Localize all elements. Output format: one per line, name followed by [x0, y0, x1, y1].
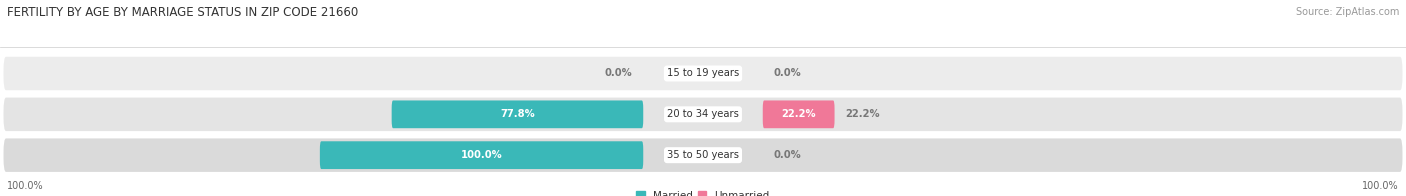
Text: 0.0%: 0.0% [773, 68, 801, 79]
Legend: Married, Unmarried: Married, Unmarried [636, 191, 770, 196]
Text: 15 to 19 years: 15 to 19 years [666, 68, 740, 79]
Text: 0.0%: 0.0% [773, 150, 801, 160]
Text: FERTILITY BY AGE BY MARRIAGE STATUS IN ZIP CODE 21660: FERTILITY BY AGE BY MARRIAGE STATUS IN Z… [7, 6, 359, 19]
Text: 100.0%: 100.0% [1362, 181, 1399, 191]
Text: 20 to 34 years: 20 to 34 years [666, 109, 740, 119]
FancyBboxPatch shape [3, 57, 1403, 90]
Text: Source: ZipAtlas.com: Source: ZipAtlas.com [1295, 7, 1399, 17]
FancyBboxPatch shape [321, 141, 644, 169]
Text: 22.2%: 22.2% [782, 109, 815, 119]
Text: 35 to 50 years: 35 to 50 years [666, 150, 740, 160]
FancyBboxPatch shape [762, 101, 835, 128]
Text: 0.0%: 0.0% [605, 68, 633, 79]
FancyBboxPatch shape [3, 98, 1403, 131]
Text: 100.0%: 100.0% [461, 150, 502, 160]
Text: 100.0%: 100.0% [7, 181, 44, 191]
FancyBboxPatch shape [3, 138, 1403, 172]
Text: 77.8%: 77.8% [501, 109, 534, 119]
Text: 22.2%: 22.2% [845, 109, 880, 119]
FancyBboxPatch shape [392, 101, 644, 128]
